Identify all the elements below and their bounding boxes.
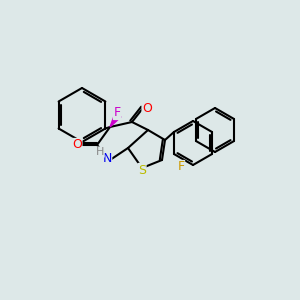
Text: F: F [177,160,184,173]
Text: H: H [96,147,104,157]
Text: S: S [138,164,146,176]
Text: O: O [72,139,82,152]
Text: O: O [142,101,152,115]
Text: F: F [113,106,121,119]
Text: N: N [102,152,112,166]
Polygon shape [110,113,121,127]
